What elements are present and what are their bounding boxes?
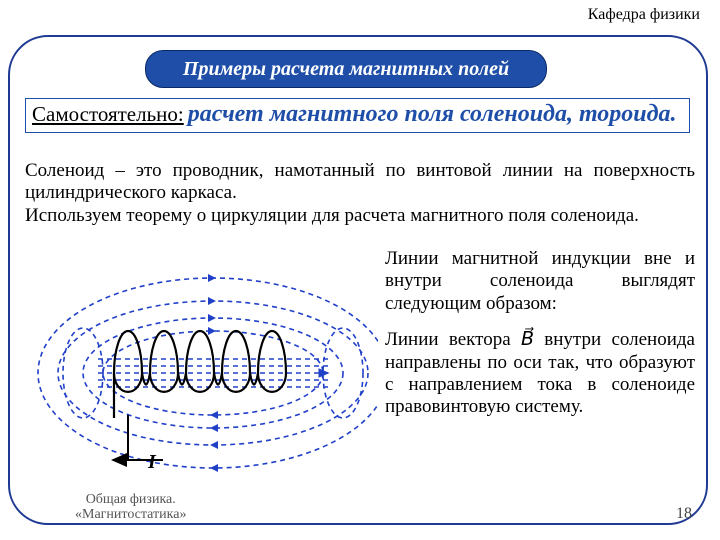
dept-header: Кафедра физики xyxy=(588,6,700,24)
solenoid-diagram: I xyxy=(18,255,378,475)
footer-line1: Общая физика. xyxy=(75,492,186,507)
current-label: I xyxy=(147,451,157,473)
footer-left: Общая физика. «Магнитостатика» xyxy=(75,492,186,523)
subhead-lead: Самостоятельно: xyxy=(32,102,184,126)
right-column: Линии магнитной индукции вне и внутри со… xyxy=(385,248,695,433)
subhead-emph: расчет магнитного поля соленоида, тороид… xyxy=(188,101,677,127)
right-p1: Линии магнитной индукции вне и внутри со… xyxy=(385,248,695,315)
slide-title: Примеры расчета магнитных полей xyxy=(145,50,547,88)
body-p2: Используем теорему о циркуляции для расч… xyxy=(25,205,695,227)
footer-line2: «Магнитостатика» xyxy=(75,507,186,522)
right-p2: Линии вектора B⃗ внутри соленоида направ… xyxy=(385,329,695,419)
body-text: Соленоид – это проводник, намотанный по … xyxy=(25,160,695,227)
right-p2a: Линии вектора xyxy=(385,329,511,350)
body-p1: Соленоид – это проводник, намотанный по … xyxy=(25,160,695,205)
vector-b-symbol: B⃗ xyxy=(521,329,544,350)
page-number: 18 xyxy=(676,505,692,523)
subheading-box: Самостоятельно: расчет магнитного поля с… xyxy=(25,98,690,133)
